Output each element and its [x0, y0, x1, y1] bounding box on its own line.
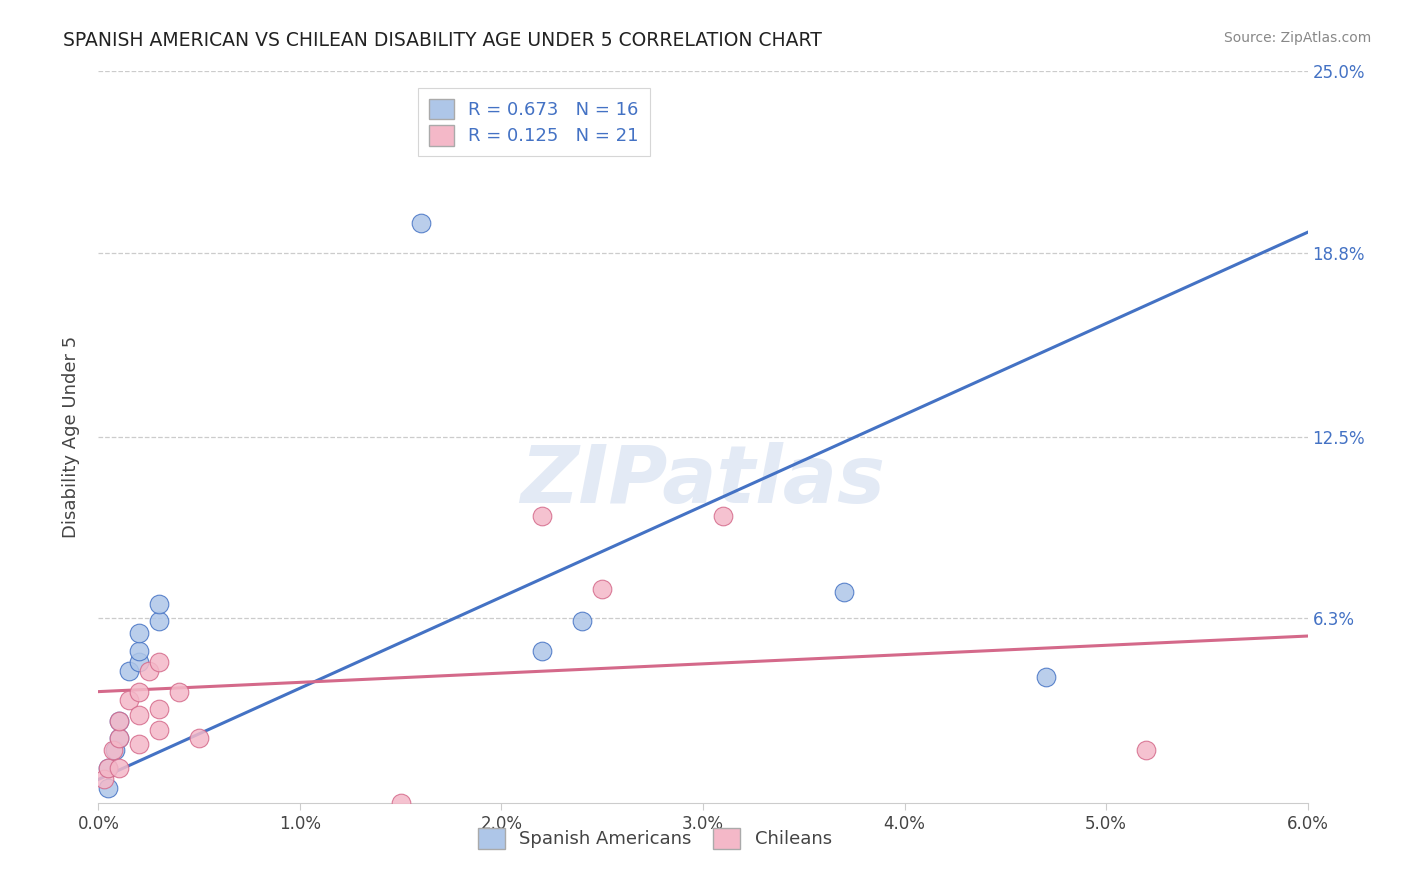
Point	[389, 796, 412, 810]
Point	[128, 708, 150, 723]
Point	[188, 731, 211, 746]
Point	[832, 585, 855, 599]
Y-axis label: Disability Age Under 5: Disability Age Under 5	[62, 336, 80, 538]
Text: SPANISH AMERICAN VS CHILEAN DISABILITY AGE UNDER 5 CORRELATION CHART: SPANISH AMERICAN VS CHILEAN DISABILITY A…	[63, 31, 823, 50]
Point	[107, 731, 129, 746]
Text: Source: ZipAtlas.com: Source: ZipAtlas.com	[1223, 31, 1371, 45]
Point	[118, 693, 141, 707]
Point	[148, 702, 170, 716]
Point	[107, 714, 129, 728]
Point	[530, 509, 553, 524]
Point	[128, 626, 150, 640]
Point	[711, 509, 734, 524]
Point	[148, 723, 170, 737]
Point	[107, 761, 129, 775]
Point	[107, 714, 129, 728]
Point	[409, 217, 432, 231]
Point	[93, 772, 115, 787]
Point	[118, 664, 141, 678]
Point	[107, 731, 129, 746]
Point	[571, 615, 593, 629]
Point	[97, 761, 120, 775]
Point	[1135, 743, 1157, 757]
Legend: Spanish Americans, Chileans: Spanish Americans, Chileans	[470, 821, 839, 856]
Point	[138, 664, 160, 678]
Point	[1035, 670, 1057, 684]
Text: ZIPatlas: ZIPatlas	[520, 442, 886, 520]
Point	[103, 743, 125, 757]
Point	[148, 656, 170, 670]
Point	[530, 643, 553, 657]
Point	[128, 643, 150, 657]
Point	[97, 781, 120, 796]
Point	[128, 737, 150, 751]
Point	[128, 684, 150, 698]
Point	[97, 761, 120, 775]
Point	[101, 743, 124, 757]
Point	[128, 656, 150, 670]
Point	[148, 597, 170, 611]
Point	[591, 582, 613, 597]
Point	[167, 684, 190, 698]
Point	[148, 615, 170, 629]
